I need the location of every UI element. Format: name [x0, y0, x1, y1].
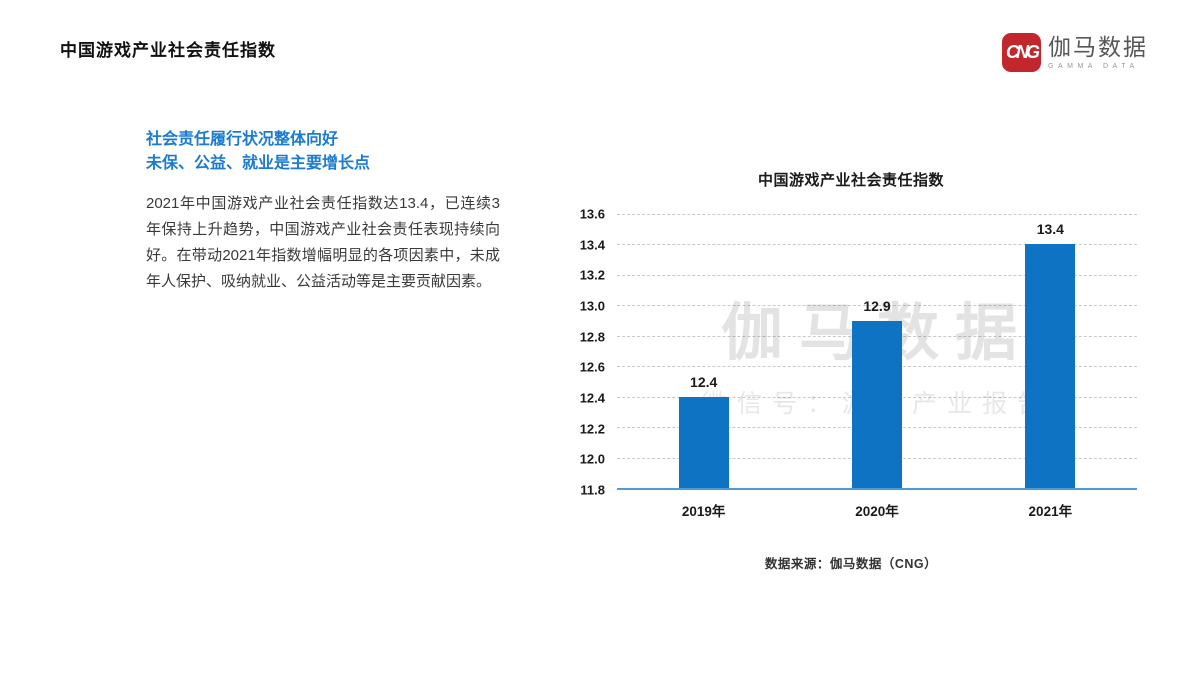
logo-subtitle: GAMMA DATA [1048, 63, 1139, 71]
y-tick-label: 12.4 [579, 390, 605, 406]
bar-2019年 [678, 396, 729, 488]
y-tick-label: 11.8 [580, 482, 605, 498]
logo-name: 伽马数据 [1048, 33, 1148, 60]
y-axis: 11.8 12.0 12.2 12.4 12.6 12.8 13.0 13.2 13.4 13.6 [565, 207, 613, 498]
y-tick-label: 13.6 [579, 206, 605, 222]
gridline [617, 214, 1137, 215]
chart-plot: 伽马数据 微信号：游戏产业报告 12.412.913.4 [617, 214, 1137, 490]
bar-group: 12.9 [790, 214, 963, 488]
y-tick-label: 12.6 [579, 359, 605, 375]
x-axis: 2019年 2020年 2021年 [617, 500, 1137, 520]
y-tick-label: 13.2 [579, 267, 605, 283]
y-tick-label: 12.0 [579, 451, 605, 467]
y-tick-label: 12.2 [579, 421, 605, 437]
page-title: 中国游戏产业社会责任指数 [60, 41, 276, 60]
gridline [617, 244, 1137, 246]
x-tick-label: 2019年 [681, 504, 726, 519]
summary-paragraph: 2021年中国游戏产业社会责任指数达13.4，已连续3年保持上升趋势，中国游戏产… [146, 195, 500, 291]
summary-panel: 社会责任履行状况整体向好 未保、公益、就业是主要增长点 2021年中国游戏产业社… [146, 128, 500, 295]
bar-value-label: 12.4 [690, 373, 718, 390]
section-heading-line2: 未保、公益、就业是主要增长点 [146, 155, 371, 172]
y-tick-label: 13.4 [579, 237, 605, 253]
x-tick-label: 2020年 [855, 504, 899, 519]
y-tick-label: 12.8 [579, 329, 605, 345]
cng-logo-text: CNG [1006, 42, 1040, 62]
bar-value-label: 12.9 [863, 297, 891, 314]
section-heading: 社会责任履行状况整体向好 未保、公益、就业是主要增长点 [146, 128, 500, 176]
gridline [617, 274, 1137, 276]
gridline [617, 305, 1137, 307]
cng-logo-icon: CNG [1002, 33, 1041, 72]
section-heading-line1: 社会责任履行状况整体向好 [146, 131, 339, 148]
data-source-note: 数据来源：伽马数据（CNG） [764, 557, 938, 571]
x-tick-label: 2021年 [1028, 504, 1073, 519]
bar-group: 13.4 [964, 214, 1137, 488]
logo-text: 伽马数据 GAMMA DATA [1048, 33, 1148, 71]
gamma-data-logo: CNG 伽马数据 GAMMA DATA [1002, 33, 1148, 72]
bar-2020年 [851, 320, 902, 488]
bar-2021年 [1025, 244, 1076, 488]
chart-title: 中国游戏产业社会责任指数 [757, 172, 944, 189]
chart-body: 11.8 12.0 12.2 12.4 12.6 12.8 13.0 13.2 13.4 13.6… [565, 207, 1137, 498]
bar-group: 12.4 [617, 214, 790, 488]
bar-value-label: 13.4 [1036, 221, 1064, 238]
bars: 12.4 12.9 13.4 [617, 214, 1137, 488]
bar-chart: 中国游戏产业社会责任指数 11.8 12.0 12.2 12.4 12.6 12.8 13.… [565, 172, 1137, 520]
y-tick-label: 13.0 [579, 298, 605, 314]
